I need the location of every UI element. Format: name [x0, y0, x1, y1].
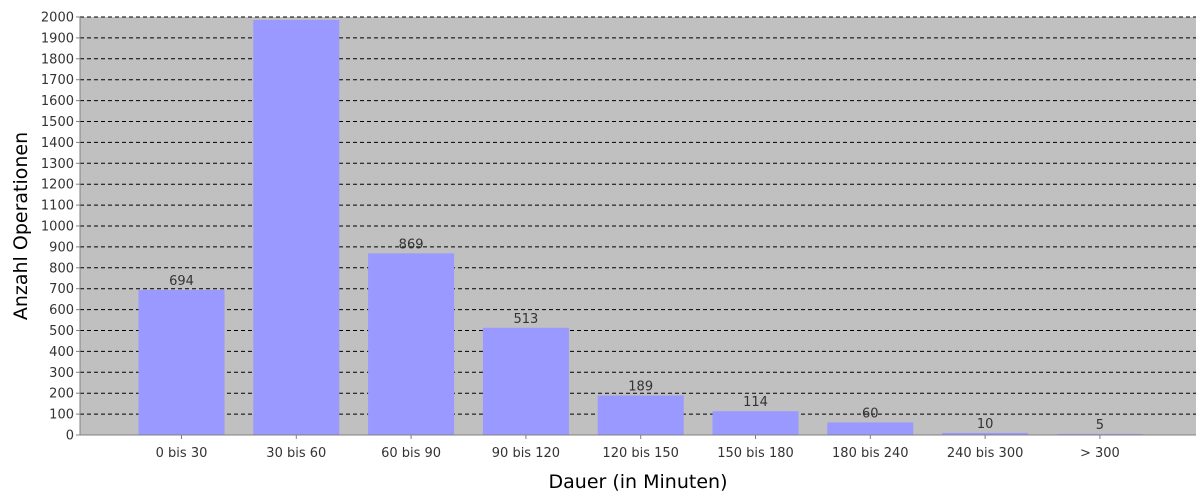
bar — [253, 19, 340, 436]
y-tick-label: 1200 — [41, 178, 74, 193]
y-tick-label: 0 — [66, 429, 74, 444]
bar — [942, 432, 1029, 435]
x-tick-label: 180 bis 240 — [832, 446, 909, 461]
y-tick-label: 600 — [49, 303, 74, 318]
bars — [138, 19, 1143, 436]
y-tick-label: 1500 — [41, 115, 74, 130]
y-tick-label: 1100 — [41, 199, 74, 214]
bar — [368, 253, 455, 435]
y-tick-label: 1000 — [41, 220, 74, 235]
x-tick-label: > 300 — [1080, 446, 1120, 461]
x-tick-label: 120 bis 150 — [602, 446, 679, 461]
y-tick-label: 100 — [49, 408, 74, 423]
y-tick-label: 1700 — [41, 73, 74, 88]
x-tick-label: 90 bis 120 — [492, 446, 560, 461]
x-axis-ticks: 0 bis 30 30 bis 60 60 bis 90 90 bis 120 120 … — [156, 435, 1120, 461]
y-tick-label: 1600 — [41, 94, 74, 109]
y-tick-label: 700 — [49, 282, 74, 297]
x-tick-label: 150 bis 180 — [717, 446, 794, 461]
y-tick-label: 400 — [49, 345, 74, 360]
y-tick-label: 1300 — [41, 157, 74, 172]
bar-value-label: 5 — [1096, 418, 1104, 433]
bar — [712, 411, 799, 435]
x-tick-label: 60 bis 90 — [381, 446, 441, 461]
y-tick-label: 200 — [49, 387, 74, 402]
y-tick-label: 2000 — [41, 11, 74, 26]
y-tick-label: 300 — [49, 366, 74, 381]
bar-value-label: 10 — [977, 417, 994, 432]
bar — [1056, 433, 1143, 435]
bar-value-label: 869 — [399, 237, 424, 252]
bar-value-label: 513 — [513, 312, 538, 327]
bar — [138, 289, 225, 435]
y-tick-label: 1400 — [41, 136, 74, 151]
bar — [827, 422, 914, 435]
y-axis-ticks: 0 100 200 300 400 500 600 700 800 900 1000 1100 1200… — [41, 11, 80, 444]
y-tick-label: 500 — [49, 324, 74, 339]
y-axis-title: Anzahl Operationen — [10, 132, 32, 320]
x-axis-title: Dauer (in Minuten) — [549, 471, 728, 493]
bar — [597, 395, 684, 435]
bar-value-label: 60 — [862, 406, 879, 421]
x-tick-label: 30 bis 60 — [266, 446, 326, 461]
bar — [482, 327, 569, 435]
y-tick-label: 900 — [49, 240, 74, 255]
y-tick-label: 800 — [49, 261, 74, 276]
y-tick-label: 1900 — [41, 31, 74, 46]
bar-value-label: 114 — [743, 395, 768, 410]
y-tick-label: 1800 — [41, 52, 74, 67]
bar-value-label: 189 — [628, 379, 653, 394]
data-labels: 694 869 513 189 114 60 10 5 — [169, 237, 1104, 433]
bar-value-label: 694 — [169, 274, 194, 289]
x-tick-label: 240 bis 300 — [947, 446, 1024, 461]
x-tick-label: 0 bis 30 — [156, 446, 208, 461]
